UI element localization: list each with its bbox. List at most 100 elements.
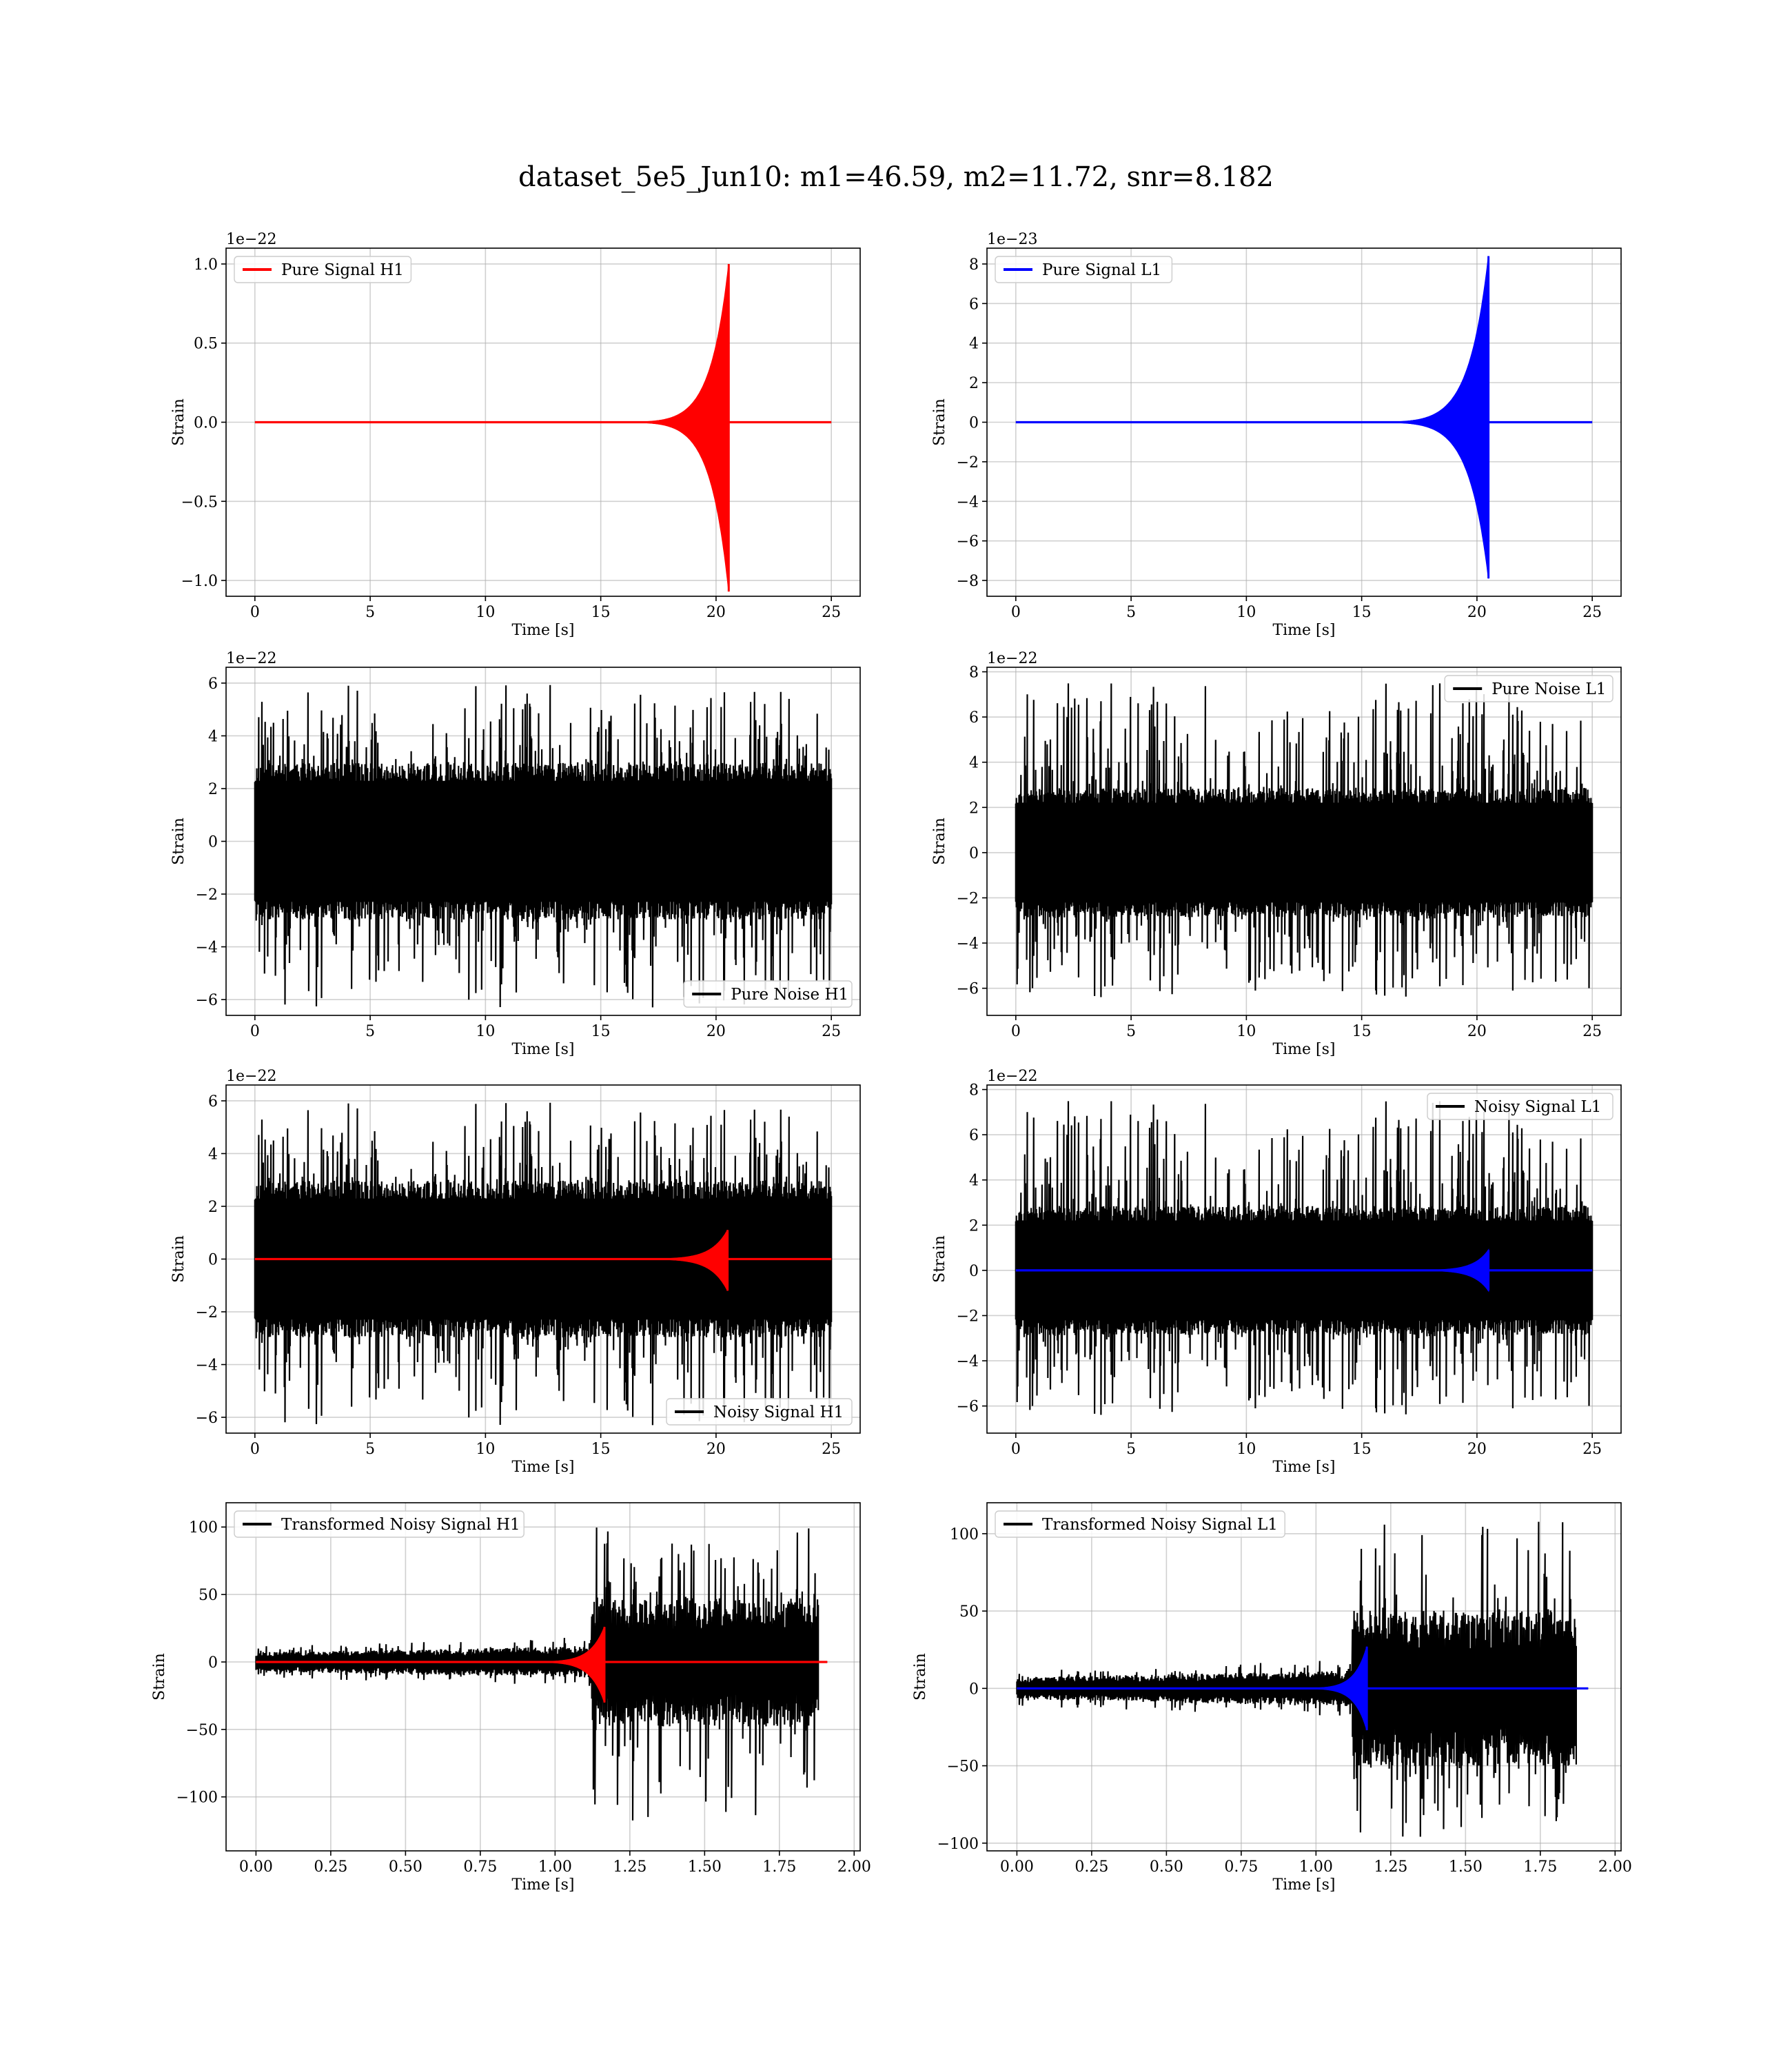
x-tick-label: 5 xyxy=(365,1441,375,1458)
x-tick-label: 15 xyxy=(1352,1023,1372,1040)
y-offset-text: 1e−22 xyxy=(226,231,276,248)
x-tick-label: 10 xyxy=(476,1023,495,1040)
y-tick-label: −2 xyxy=(957,1308,979,1325)
x-tick-label: 20 xyxy=(1467,604,1487,621)
x-axis-label: Time [s] xyxy=(511,1459,574,1476)
y-tick-label: 2 xyxy=(969,375,979,392)
x-tick-label: 0.25 xyxy=(1075,1858,1108,1876)
y-tick-label: −2 xyxy=(196,1304,218,1321)
x-tick-label: 15 xyxy=(1352,1441,1372,1458)
legend: Pure Noise H1 xyxy=(683,980,853,1008)
y-tick-label: 4 xyxy=(969,1173,979,1190)
y-tick-label: 6 xyxy=(208,676,218,693)
y-tick-label: 0 xyxy=(969,845,979,862)
y-tick-label: −1.0 xyxy=(181,573,218,590)
x-axis-label: Time [s] xyxy=(1272,1459,1335,1476)
x-tick-label: 5 xyxy=(1126,604,1136,621)
x-tick-label: 0 xyxy=(1011,604,1021,621)
axes-frame xyxy=(986,1502,1622,1852)
y-tick-label: 4 xyxy=(208,728,218,745)
x-tick-label: 20 xyxy=(706,1023,726,1040)
x-tick-label: 0.50 xyxy=(1150,1858,1183,1876)
x-tick-label: 25 xyxy=(822,604,841,621)
x-tick-label: 20 xyxy=(706,1441,726,1458)
y-tick-label: 2 xyxy=(208,781,218,798)
x-tick-label: 15 xyxy=(591,1441,611,1458)
y-axis-label: Strain xyxy=(151,1653,168,1701)
legend-label: Pure Noise H1 xyxy=(731,986,848,1004)
x-axis-label: Time [s] xyxy=(1272,1041,1335,1058)
x-tick-label: 10 xyxy=(1236,1023,1256,1040)
x-tick-label: 1.50 xyxy=(688,1858,722,1876)
y-tick-label: 2 xyxy=(208,1199,218,1216)
series-band xyxy=(254,780,832,902)
y-tick-label: −2 xyxy=(196,886,218,904)
legend-box xyxy=(1427,1093,1613,1120)
x-axis-label: Time [s] xyxy=(1272,622,1335,639)
x-axis-label: Time [s] xyxy=(1272,1876,1335,1894)
legend-label: Noisy Signal L1 xyxy=(1474,1098,1601,1116)
subplot-6: 0 5 10 15 20 25 −6 −4 −2 0 2 4 6 8 Time [s] Strain 1e−22… xyxy=(931,1068,1622,1476)
y-axis-label: Strain xyxy=(170,398,187,446)
y-tick-label: −4 xyxy=(196,940,218,957)
y-tick-label: 8 xyxy=(969,256,979,274)
y-tick-label: 6 xyxy=(969,1127,979,1144)
legend: Transformed Noisy Signal H1 xyxy=(234,1510,525,1538)
x-tick-label: 25 xyxy=(1582,1441,1602,1458)
y-tick-label: 100 xyxy=(950,1526,979,1543)
y-tick-label: −6 xyxy=(196,992,218,1009)
y-tick-label: 0 xyxy=(208,1654,218,1672)
y-tick-label: −100 xyxy=(937,1836,979,1853)
axes-frame xyxy=(986,1084,1622,1434)
legend: Transformed Noisy Signal L1 xyxy=(995,1510,1285,1538)
legend: Pure Noise L1 xyxy=(1444,675,1613,702)
subplot-3: 0 5 10 15 20 25 −6 −4 −2 0 2 4 6 Time [s] Strain 1e−22 P… xyxy=(170,650,861,1058)
x-tick-label: 10 xyxy=(1236,1441,1256,1458)
y-tick-label: 6 xyxy=(208,1093,218,1111)
legend: Pure Signal L1 xyxy=(995,256,1173,283)
x-tick-label: 0.75 xyxy=(463,1858,497,1876)
y-offset-text: 1e−22 xyxy=(987,650,1037,667)
y-tick-label: 4 xyxy=(208,1146,218,1163)
x-tick-label: 25 xyxy=(822,1023,841,1040)
legend-box xyxy=(683,980,853,1008)
x-tick-label: 5 xyxy=(1126,1023,1136,1040)
figure-suptitle: dataset_5e5_Jun10: m1=46.59, m2=11.72, s… xyxy=(518,161,1274,193)
y-tick-label: −4 xyxy=(957,935,979,953)
x-tick-label: 2.00 xyxy=(1598,1858,1632,1876)
x-tick-label: 2.00 xyxy=(837,1858,871,1876)
x-tick-label: 0 xyxy=(250,1023,260,1040)
y-tick-label: 0.0 xyxy=(194,415,218,432)
x-tick-label: 20 xyxy=(1467,1023,1487,1040)
x-tick-label: 10 xyxy=(1236,604,1256,621)
legend-label: Pure Noise L1 xyxy=(1491,680,1606,698)
legend-label: Pure Signal H1 xyxy=(281,261,404,279)
x-tick-label: 0 xyxy=(250,1441,260,1458)
x-tick-label: 1.00 xyxy=(1299,1858,1333,1876)
x-tick-label: 5 xyxy=(365,1023,375,1040)
y-tick-label: 0 xyxy=(969,1681,979,1698)
y-tick-label: −6 xyxy=(957,1399,979,1416)
x-tick-label: 10 xyxy=(476,1441,495,1458)
x-tick-label: 15 xyxy=(591,604,611,621)
y-tick-label: −8 xyxy=(957,573,979,590)
y-tick-label: −50 xyxy=(947,1758,979,1776)
x-axis-label: Time [s] xyxy=(511,622,574,639)
x-tick-label: 1.50 xyxy=(1449,1858,1483,1876)
y-tick-label: 50 xyxy=(959,1603,979,1621)
x-tick-label: 0 xyxy=(1011,1023,1021,1040)
y-tick-label: −2 xyxy=(957,454,979,472)
y-tick-label: 0 xyxy=(969,415,979,432)
y-tick-label: 4 xyxy=(969,336,979,353)
x-tick-label: 5 xyxy=(365,604,375,621)
y-tick-label: 0.5 xyxy=(194,336,218,353)
legend-box xyxy=(666,1398,853,1426)
subplot-5: 0 5 10 15 20 25 −6 −4 −2 0 2 4 6 Time [s] Strain 1e−22 N… xyxy=(170,1068,861,1476)
legend-box xyxy=(1444,675,1613,702)
y-tick-label: 100 xyxy=(189,1519,218,1537)
y-axis-label: Strain xyxy=(170,818,187,865)
y-offset-text: 1e−22 xyxy=(226,650,276,667)
x-tick-label: 0.50 xyxy=(389,1858,422,1876)
y-tick-label: −6 xyxy=(196,1410,218,1427)
legend-box xyxy=(995,256,1173,283)
